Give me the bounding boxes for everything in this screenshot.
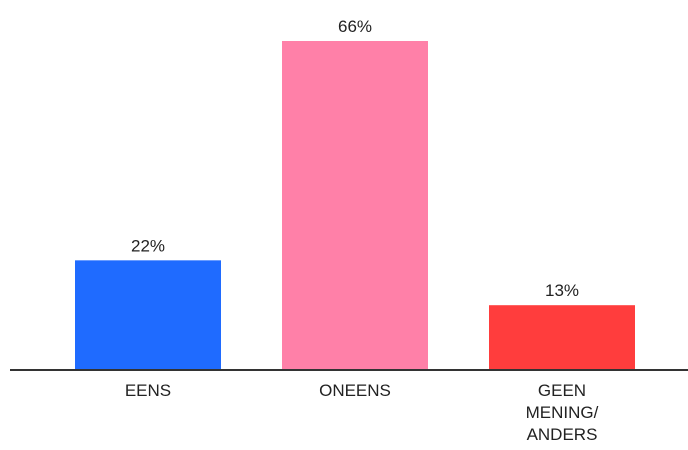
category-label-2-line-0: GEEN <box>538 381 586 400</box>
category-label-2-line-2: ANDERS <box>527 425 598 444</box>
category-label-1-line-0: ONEENS <box>319 381 391 400</box>
category-label-0-line-0: EENS <box>125 381 171 400</box>
category-labels-layer: EENS ONEENS GEEN MENING/ANDERS <box>125 381 599 444</box>
value-label-2: 13% <box>545 281 579 300</box>
bars-layer <box>75 41 635 370</box>
value-label-0: 22% <box>131 236 165 255</box>
value-label-1: 66% <box>338 17 372 36</box>
value-labels-layer: 22% 66% 13% <box>131 17 579 300</box>
bar-0 <box>75 260 221 370</box>
bar-1 <box>282 41 428 370</box>
bar-2 <box>489 305 635 370</box>
category-label-2-line-1: MENING/ <box>526 403 599 422</box>
